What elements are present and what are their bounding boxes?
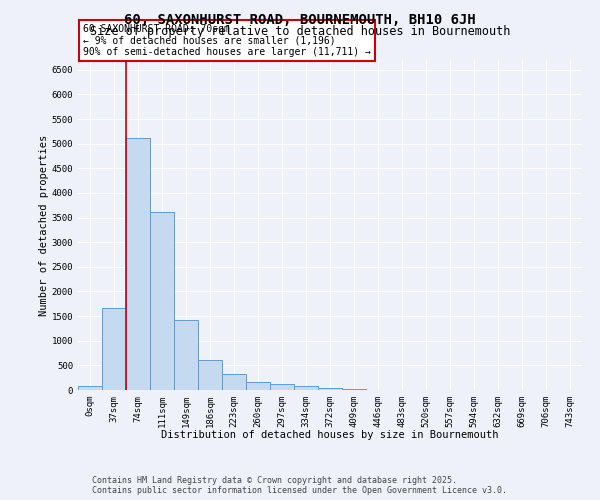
Bar <box>102 308 126 390</box>
Bar <box>78 386 102 390</box>
Text: 60, SAXONHURST ROAD, BOURNEMOUTH, BH10 6JH: 60, SAXONHURST ROAD, BOURNEMOUTH, BH10 6… <box>124 12 476 26</box>
Text: 60 SAXONHURST ROAD: 70sqm
← 9% of detached houses are smaller (1,196)
90% of sem: 60 SAXONHURST ROAD: 70sqm ← 9% of detach… <box>83 24 371 56</box>
Bar <box>150 212 174 390</box>
Bar <box>198 360 222 390</box>
Bar <box>318 388 342 390</box>
Bar <box>294 386 318 390</box>
Text: Size of property relative to detached houses in Bournemouth: Size of property relative to detached ho… <box>90 25 510 38</box>
Y-axis label: Number of detached properties: Number of detached properties <box>39 134 49 316</box>
Bar <box>174 320 198 390</box>
X-axis label: Distribution of detached houses by size in Bournemouth: Distribution of detached houses by size … <box>161 430 499 440</box>
Bar <box>126 138 150 390</box>
Bar <box>222 374 246 390</box>
Bar <box>342 389 366 390</box>
Text: Contains HM Land Registry data © Crown copyright and database right 2025.
Contai: Contains HM Land Registry data © Crown c… <box>92 476 508 495</box>
Bar <box>270 384 294 390</box>
Bar <box>246 382 270 390</box>
